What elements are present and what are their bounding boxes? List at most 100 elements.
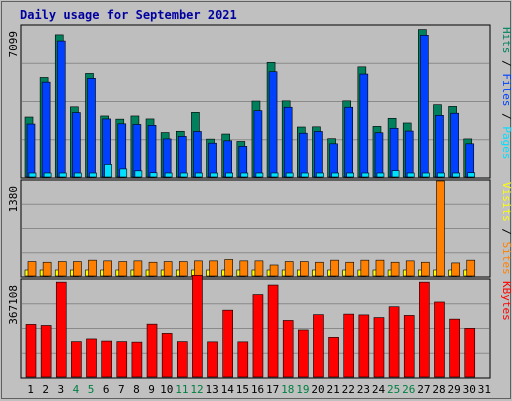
bar-kbytes <box>146 323 158 378</box>
bar-files <box>72 112 81 178</box>
bar-kbytes <box>252 294 264 378</box>
bar-pages <box>104 164 112 178</box>
bar-files <box>268 71 278 178</box>
bar-kbytes <box>192 274 203 378</box>
x-tick-label: 31 <box>478 383 491 396</box>
bar-sites <box>163 261 173 277</box>
bar-sites <box>405 260 415 277</box>
bar-files <box>132 124 142 178</box>
x-tick-label: 15 <box>236 383 249 396</box>
bar-files <box>450 112 459 178</box>
x-tick-label: 29 <box>448 383 461 396</box>
bar-kbytes <box>176 341 188 378</box>
bar-sites <box>224 259 233 277</box>
bar-sites <box>284 261 294 277</box>
x-tick-label: 12 <box>190 383 203 396</box>
x-tick-label: 5 <box>88 383 95 396</box>
bar-kbytes <box>86 338 97 378</box>
bar-sites <box>315 261 324 277</box>
bar-files <box>314 131 323 178</box>
bar-pages <box>195 172 203 178</box>
bar-sites <box>194 260 203 277</box>
bar-pages <box>346 172 355 178</box>
bar-kbytes <box>161 333 173 378</box>
bar-kbytes <box>403 315 415 378</box>
bar-files <box>420 35 429 178</box>
bar-kbytes <box>131 341 143 378</box>
bar-pages <box>270 172 279 178</box>
legend-visits: Visits <box>500 182 512 222</box>
bar-sites <box>375 259 385 277</box>
bar-pages <box>301 172 309 178</box>
y-max-label: 1380 <box>7 186 20 213</box>
bar-kbytes <box>282 320 294 378</box>
bar-kbytes <box>298 329 309 378</box>
bar-kbytes <box>222 309 233 378</box>
x-tick-label: 17 <box>266 383 279 396</box>
bar-kbytes <box>343 313 355 378</box>
legend-pages: Pages <box>500 126 512 159</box>
bar-kbytes <box>101 340 112 378</box>
legend-sites: Sites <box>500 242 512 275</box>
bar-files <box>56 40 66 178</box>
bar-pages <box>361 172 370 178</box>
bar-sites <box>390 261 400 277</box>
bar-kbytes <box>116 341 128 378</box>
bar-files <box>404 130 414 178</box>
bar-files <box>177 136 187 178</box>
bar-kbytes <box>373 317 385 378</box>
bar-sites <box>209 260 218 277</box>
bar-kbytes <box>313 314 324 378</box>
y-max-label: 7099 <box>7 31 20 58</box>
legend-files: Files <box>500 73 512 106</box>
x-tick-label: 19 <box>296 383 309 396</box>
bar-pages <box>316 172 324 178</box>
x-tick-label: 28 <box>432 383 445 396</box>
bar-files <box>238 146 248 178</box>
bar-pages <box>210 172 218 178</box>
bar-sites <box>345 261 355 277</box>
x-tick-label: 25 <box>387 383 400 396</box>
bar-pages <box>89 172 97 178</box>
bar-sites <box>300 261 309 277</box>
bar-pages <box>255 172 264 178</box>
x-tick-label: 7 <box>118 383 125 396</box>
bar-sites <box>360 259 370 277</box>
bar-pages <box>74 172 82 178</box>
bar-sites <box>133 260 143 277</box>
bar-files <box>465 143 475 178</box>
x-tick-label: 26 <box>402 383 415 396</box>
bar-sites <box>88 259 97 277</box>
legend-1: Hits / Files / Pages <box>500 27 512 160</box>
bar-pages <box>164 172 173 178</box>
bar-kbytes <box>25 324 37 378</box>
bar-pages <box>134 170 143 178</box>
bar-files <box>147 125 157 178</box>
x-tick-label: 23 <box>357 383 370 396</box>
bar-kbytes <box>207 341 218 378</box>
bar-sites <box>42 261 52 277</box>
bar-files <box>374 132 384 178</box>
bar-files <box>344 106 354 178</box>
bar-pages <box>43 172 52 178</box>
bar-files <box>87 78 96 178</box>
bar-pages <box>58 172 67 178</box>
bar-pages <box>391 170 400 178</box>
bar-pages <box>28 172 37 178</box>
bar-pages <box>376 172 385 178</box>
bar-sites <box>57 261 67 277</box>
bar-sites <box>269 264 279 277</box>
bar-sites <box>239 260 249 277</box>
x-tick-label: 4 <box>73 383 80 396</box>
bar-kbytes <box>464 328 476 378</box>
x-tick-label: 24 <box>372 383 386 396</box>
bar-files <box>299 132 308 178</box>
x-tick-label: 1 <box>27 383 34 396</box>
bar-files <box>329 143 338 178</box>
x-tick-label: 3 <box>58 383 65 396</box>
x-tick-label: 21 <box>327 383 340 396</box>
bar-sites <box>254 260 264 277</box>
bar-files <box>223 140 232 178</box>
x-tick-label: 11 <box>175 383 188 396</box>
bar-files <box>359 73 369 178</box>
